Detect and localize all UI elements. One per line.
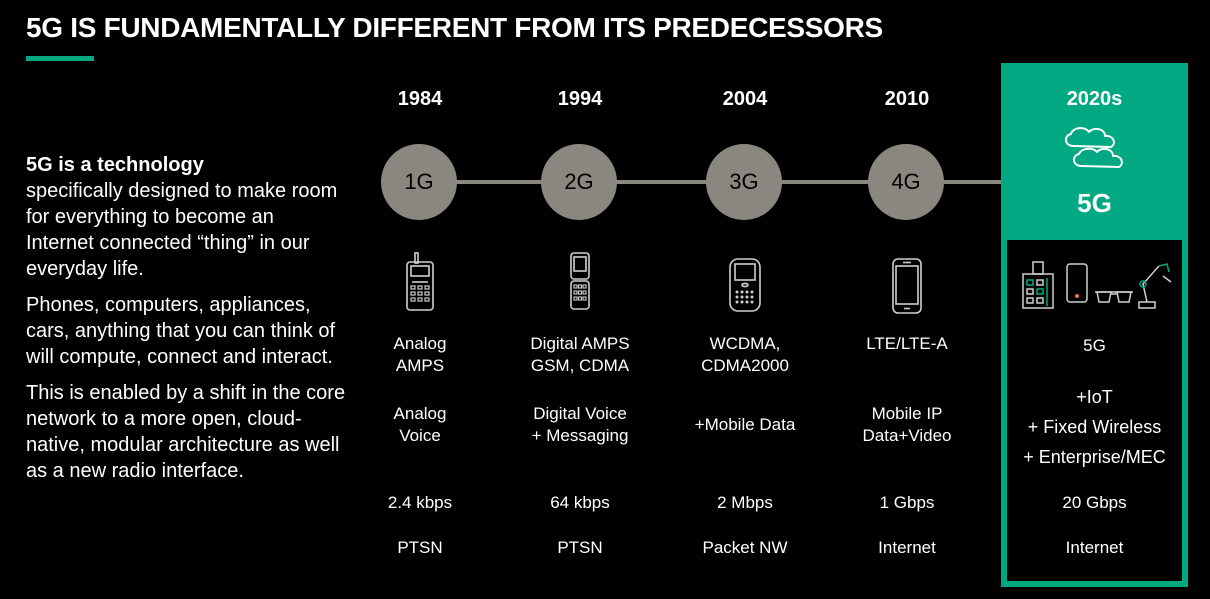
technology-label: WCDMA, CDMA2000 (670, 333, 820, 377)
qwerty-phone-icon (728, 258, 762, 317)
network-label: PTSN (397, 538, 443, 557)
technology-line: CDMA2000 (701, 356, 789, 375)
speed-label: 2 Mbps (717, 493, 773, 512)
service-label: Analog Voice (345, 403, 495, 447)
cloud-icon (1059, 126, 1131, 177)
network-label: Internet (1065, 538, 1124, 557)
generation-column-2g: 1994 2G Digital AMPS GSM, CDMA Digital V… (505, 0, 655, 599)
service-line: + Enterprise/MEC (1023, 447, 1166, 467)
page-title: 5G IS FUNDAMENTALLY DIFFERENT FROM ITS P… (26, 12, 883, 43)
year-label: 1994 (557, 88, 603, 110)
technology-line: GSM, CDMA (530, 356, 630, 375)
service-line: +IoT (1076, 387, 1113, 407)
technology-label: Analog AMPS (345, 333, 495, 377)
technology-label: 5G (1083, 336, 1106, 355)
generation-column-5g: 2020s 5G (1001, 0, 1188, 599)
year-label: 2010 (884, 88, 930, 110)
service-line: + Fixed Wireless (1027, 417, 1162, 437)
intro-paragraph-3: This is enabled by a shift in the core n… (26, 382, 346, 482)
service-line: +Mobile Data (694, 415, 796, 434)
service-label: Digital Voice + Messaging (505, 403, 655, 447)
technology-line: AMPS (395, 356, 445, 375)
generation-column-4g: 2010 4G LTE/LTE-A Mobile IP Data+Video 1… (832, 0, 982, 599)
generation-column-1g: 1984 1G Analog AMPS Analog Voice 2.4 kbp… (345, 0, 495, 599)
generation-circle: 2G (541, 144, 617, 220)
technology-label: LTE/LTE-A (832, 333, 982, 355)
speed-label: 20 Gbps (1062, 493, 1127, 512)
service-label: Mobile IP Data+Video (832, 403, 982, 447)
technology-line: WCDMA, (709, 334, 781, 353)
robot-arm-icon (1138, 263, 1172, 309)
year-label: 1984 (397, 88, 443, 110)
generation-circle: 3G (706, 144, 782, 220)
generation-label: 5G (1077, 188, 1112, 218)
5g-device-icons (1021, 258, 1176, 312)
technology-line: Analog (393, 334, 447, 353)
speed-label: 2.4 kbps (387, 493, 453, 512)
service-line: Mobile IP (871, 404, 943, 423)
intro-text: 5G is a technology specifically designed… (26, 152, 346, 494)
flip-phone-icon (569, 252, 591, 315)
technology-label: Digital AMPS GSM, CDMA (505, 333, 655, 377)
year-label: 2020s (1066, 88, 1123, 110)
service-label: +Mobile Data (670, 414, 820, 436)
phone-icon (1066, 263, 1088, 303)
year-label: 2004 (722, 88, 768, 110)
intro-paragraph-1: 5G is a technology specifically designed… (26, 152, 346, 282)
brick-phone-icon (404, 252, 436, 317)
generation-circle: 1G (381, 144, 457, 220)
generation-circle: 4G (868, 144, 944, 220)
generation-column-3g: 2004 3G WCDMA, CDMA2000 +Mobile Data 2 M… (670, 0, 820, 599)
speed-label: 1 Gbps (879, 493, 935, 512)
title-underline (26, 56, 94, 61)
intro-paragraph-2: Phones, computers, appliances, cars, any… (26, 294, 336, 368)
speed-label: 64 kbps (550, 493, 610, 512)
glasses-icon (1095, 291, 1133, 303)
technology-line: LTE/LTE-A (866, 334, 948, 353)
service-line: Digital Voice (533, 404, 627, 423)
service-line: Voice (399, 426, 441, 445)
network-label: Internet (878, 538, 936, 557)
smartphone-icon (891, 258, 923, 319)
technology-line: Digital AMPS (530, 334, 630, 353)
service-label: +IoT + Fixed Wireless + Enterprise/MEC (1001, 382, 1188, 472)
network-label: Packet NW (702, 538, 788, 557)
service-line: Data+Video (862, 426, 952, 445)
5g-detail-box (1007, 240, 1182, 581)
intro-lead: 5G is a technology (26, 154, 204, 176)
network-label: PTSN (557, 538, 603, 557)
service-line: + Messaging (531, 426, 629, 445)
building-icon (1022, 261, 1054, 309)
service-line: Analog (393, 404, 447, 423)
intro-p1: specifically designed to make room for e… (26, 180, 338, 280)
